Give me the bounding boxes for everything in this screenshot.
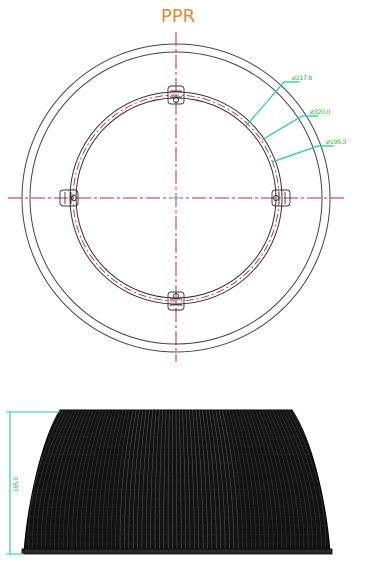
height-label: 165.0 (14, 476, 20, 492)
lug-top (167, 85, 185, 105)
dimension-label-3: ø195.3 (326, 139, 347, 146)
lug-bottom (167, 291, 185, 311)
dimension-label-2: ø320.0 (310, 109, 331, 116)
reflector-rim (21, 548, 333, 555)
dimension-leaders (245, 81, 334, 163)
top-view: ø217.6 ø320.0 ø195.3 (8, 32, 347, 362)
reflector-facets (24, 410, 330, 552)
side-view: 165.0 (6, 409, 333, 555)
lug-right (271, 189, 291, 207)
height-dimension (6, 411, 60, 555)
lug-left (59, 189, 79, 207)
drawing-title: PPR (160, 6, 196, 27)
dimension-label-1: ø217.6 (292, 75, 313, 82)
